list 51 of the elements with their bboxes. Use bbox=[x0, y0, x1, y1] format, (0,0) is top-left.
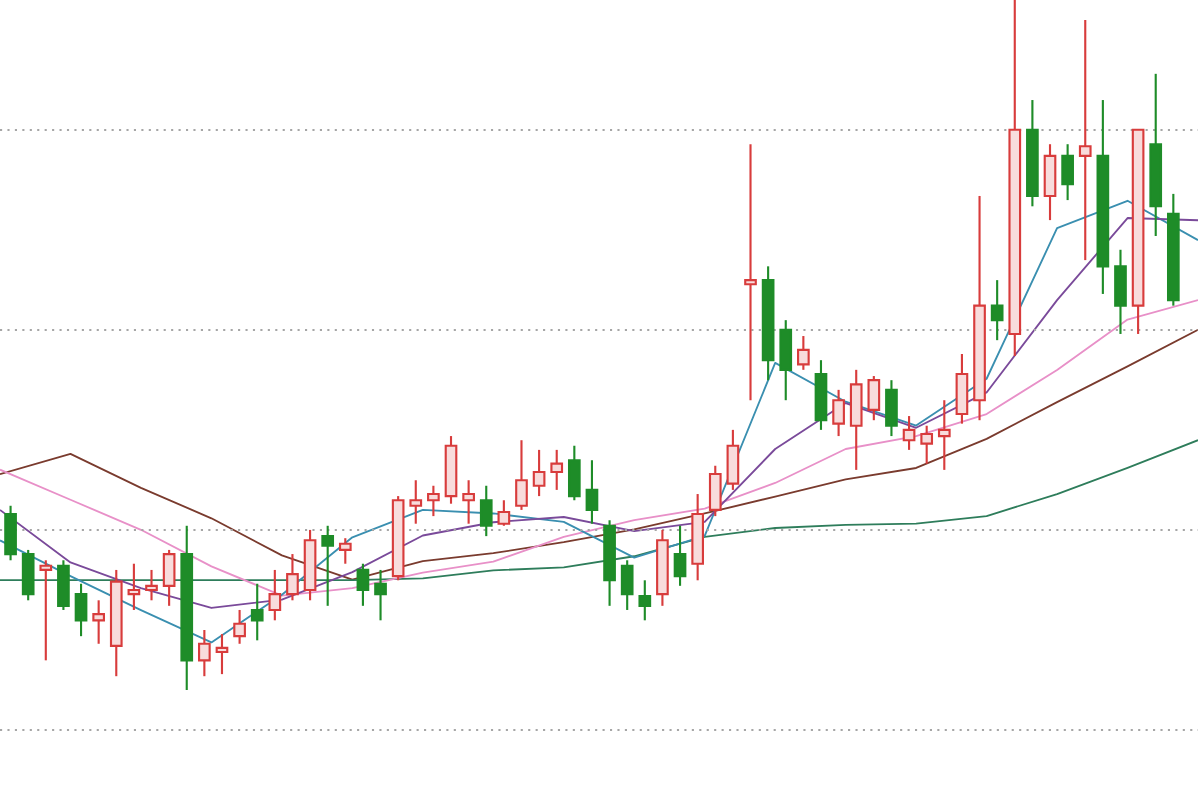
candlestick bbox=[356, 562, 370, 607]
candlestick bbox=[585, 459, 599, 525]
candlestick bbox=[427, 484, 440, 518]
candlestick bbox=[338, 537, 352, 565]
candlestick bbox=[902, 414, 916, 451]
candlestick bbox=[849, 368, 863, 471]
candlestick bbox=[726, 428, 740, 491]
candlestick bbox=[814, 359, 828, 431]
candlestick bbox=[620, 559, 634, 612]
candlestick bbox=[920, 424, 934, 465]
candlestick bbox=[832, 388, 845, 438]
candlestick bbox=[233, 608, 246, 645]
candlestick bbox=[409, 479, 423, 525]
candlestick bbox=[74, 582, 88, 638]
candlestick bbox=[127, 562, 141, 612]
candlestick bbox=[479, 484, 493, 538]
candlestick bbox=[162, 548, 176, 607]
candlestick bbox=[779, 319, 793, 402]
candlestick bbox=[92, 599, 106, 645]
candlestick bbox=[1114, 248, 1127, 336]
candlestick bbox=[215, 633, 229, 676]
candlestick bbox=[990, 279, 1004, 342]
candlestick bbox=[1078, 18, 1092, 262]
candlestick bbox=[250, 582, 264, 642]
candlestick bbox=[515, 439, 528, 511]
candlestick bbox=[198, 628, 211, 678]
candlestick bbox=[1061, 143, 1074, 202]
candlestick bbox=[39, 559, 53, 662]
candlestick bbox=[867, 374, 881, 422]
candlestick bbox=[145, 568, 158, 602]
candlestick bbox=[638, 579, 652, 622]
candlestick bbox=[374, 568, 387, 622]
candlestick bbox=[550, 448, 564, 491]
candlestick bbox=[885, 379, 898, 438]
candlestick bbox=[744, 143, 757, 402]
candlestick bbox=[673, 524, 687, 587]
candlestick bbox=[708, 464, 722, 518]
candlestick bbox=[937, 399, 951, 471]
candlestick bbox=[4, 504, 17, 562]
candlestick bbox=[497, 499, 511, 527]
candlestick bbox=[532, 448, 546, 498]
candlestick bbox=[462, 479, 475, 525]
candlestick bbox=[321, 524, 335, 607]
candlestick bbox=[1043, 143, 1057, 222]
candlestick bbox=[268, 568, 282, 622]
candlestick bbox=[57, 559, 70, 612]
candlestick bbox=[21, 548, 35, 602]
candlestick bbox=[797, 334, 810, 371]
candlestick bbox=[567, 444, 581, 502]
candlestick bbox=[955, 352, 969, 425]
candlestick bbox=[286, 553, 299, 602]
